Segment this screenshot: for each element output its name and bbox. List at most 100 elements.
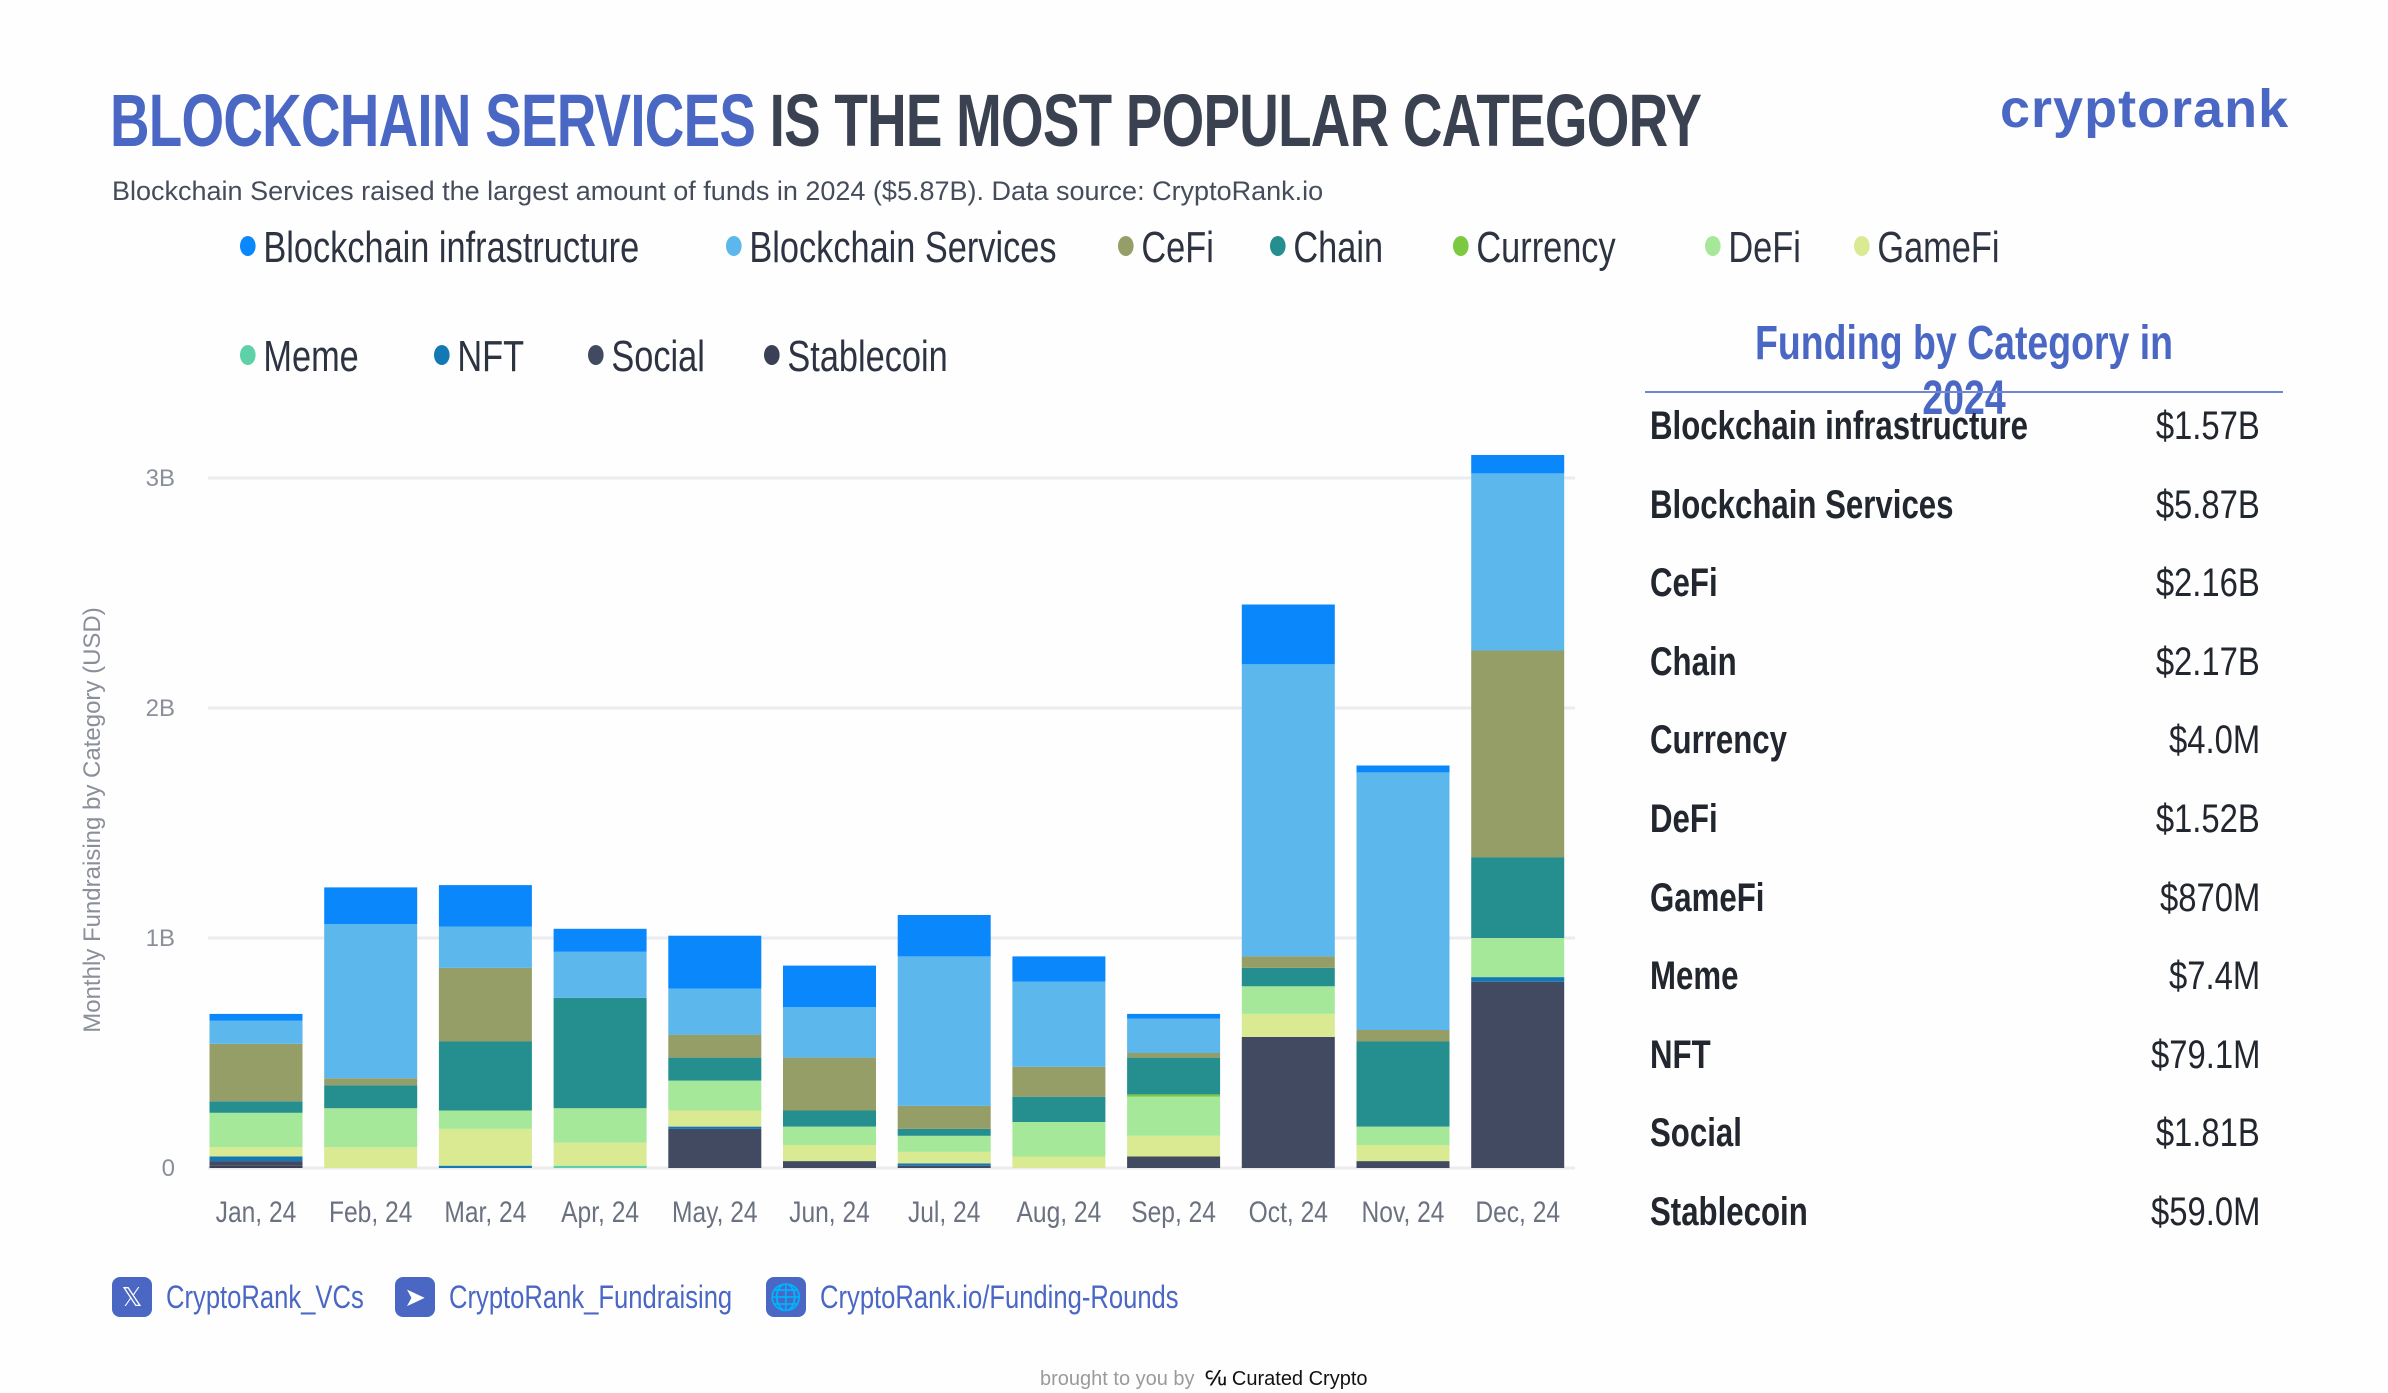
cryptorank-logo: cryptorank (2000, 79, 2290, 139)
x-tick-label: Oct, 24 (1249, 1195, 1328, 1229)
bar-segment-blockchain-infrastructure (438, 885, 532, 927)
legend-label: Meme (263, 332, 359, 381)
bar-segment-blockchain-infrastructure (1471, 455, 1565, 474)
legend-dot-icon (1270, 236, 1286, 257)
bar-segment-chain (1471, 857, 1565, 938)
table-row: Meme $7.4M (1650, 954, 2260, 1014)
page-title: BLOCKCHAIN SERVICES IS THE MOST POPULAR … (110, 78, 1702, 163)
legend-label: Blockchain infrastructure (263, 223, 640, 272)
bar-segment-blockchain-infrastructure (1356, 765, 1450, 773)
footer-link[interactable]: ➤ CryptoRank_Fundraising (395, 1276, 803, 1318)
bar-segment-blockchain-infrastructure (668, 935, 762, 989)
bar-segment-blockchain-infrastructure (1127, 1013, 1221, 1019)
legend-dot-icon (1705, 236, 1721, 257)
bar-segment-gamefi (438, 1128, 532, 1166)
bar-segment-stablecoin (209, 1165, 303, 1168)
legend-item[interactable]: DeFi (1705, 223, 1801, 273)
legend-label: CeFi (1141, 223, 1214, 272)
table-row: NFT $79.1M (1650, 1033, 2260, 1093)
x-tick-label: Sep, 24 (1131, 1195, 1216, 1229)
footer-link-label: CryptoRank.io/Funding-Rounds (820, 1278, 1179, 1315)
legend-item[interactable]: Meme (240, 332, 359, 382)
title-rest: IS THE MOST POPULAR CATEGORY (755, 79, 1702, 162)
legend-item[interactable]: Stablecoin (764, 332, 948, 382)
bar-segment-gamefi (1012, 1156, 1106, 1168)
bar-segment-blockchain-infrastructure (553, 928, 647, 952)
bar-segment-blockchain-services (324, 924, 418, 1079)
bar-segment-chain (783, 1110, 876, 1127)
bar-segment-meme (553, 1165, 647, 1168)
legend-dot-icon (726, 236, 742, 257)
table-row: DeFi $1.52B (1650, 797, 2260, 857)
bar-segment-blockchain-services (1127, 1018, 1221, 1053)
bar-segment-gamefi (783, 1145, 876, 1162)
telegram-icon: ➤ (395, 1277, 435, 1317)
category-label: Meme (1650, 954, 1739, 999)
bar-segment-defi (1127, 1096, 1221, 1136)
bar-segment-defi (897, 1135, 991, 1152)
footer-link[interactable]: 𝕏 CryptoRank_VCs (112, 1276, 413, 1318)
bar-segment-chain (1012, 1096, 1106, 1122)
bar-segment-cefi (324, 1078, 418, 1086)
bar-segment-chain (324, 1085, 418, 1109)
bar-segment-cefi (1012, 1066, 1106, 1097)
bar-segment-nft (1471, 977, 1565, 982)
category-label: GameFi (1650, 875, 1765, 920)
table-row: Currency $4.0M (1650, 718, 2260, 778)
category-value: $7.4M (2168, 954, 2260, 999)
legend-item[interactable]: NFT (434, 332, 524, 382)
category-label: Blockchain infrastructure (1650, 404, 2028, 448)
curated-crypto-brand: ℆ Curated Crypto (1205, 1368, 1368, 1390)
stacked-bar-chart: 0 1B 2B 3B Monthly Fundraising by Category (… (79, 455, 1575, 1229)
category-value: $870M (2159, 875, 2260, 920)
category-value: $2.17B (2156, 639, 2260, 684)
bar-segment-blockchain-infrastructure (209, 1013, 303, 1021)
bar-segment-blockchain-infrastructure (1012, 956, 1106, 982)
bar-segment-gamefi (897, 1151, 991, 1164)
bar-segment-social (783, 1161, 876, 1168)
bar-segment-defi (553, 1108, 647, 1143)
legend-dot-icon (1453, 236, 1469, 257)
legend-item[interactable]: Blockchain infrastructure (240, 223, 639, 273)
bar-segment-nft (438, 1165, 532, 1168)
legend-item[interactable]: CeFi (1118, 223, 1214, 273)
bar-segment-defi (209, 1112, 303, 1148)
bar-segment-chain (668, 1057, 762, 1081)
x-tick-label: Dec, 24 (1475, 1195, 1560, 1229)
bar-segment-social (1471, 981, 1565, 1168)
bar-segment-blockchain-services (668, 988, 762, 1035)
bar-segment-social (668, 1128, 762, 1168)
y-tick-label: 2B (146, 695, 175, 722)
category-label: Blockchain Services (1650, 482, 1954, 527)
bar-segment-blockchain-infrastructure (897, 915, 991, 957)
bar-segment-social (1127, 1156, 1221, 1168)
y-tick-label: 0 (162, 1155, 175, 1182)
bar-segment-blockchain-services (1471, 473, 1565, 651)
x-icon: 𝕏 (112, 1277, 152, 1317)
legend-item[interactable]: Chain (1270, 223, 1383, 273)
footer-link[interactable]: 🌐 CryptoRank.io/Funding-Rounds (766, 1276, 1268, 1318)
table-row: Blockchain Services $5.87B (1650, 483, 2260, 543)
y-tick-label: 1B (146, 925, 175, 952)
legend-label: DeFi (1728, 223, 1801, 272)
y-axis-title: Monthly Fundraising by Category (USD) (79, 607, 106, 1033)
category-label: Social (1650, 1111, 1742, 1156)
bar-segment-defi (438, 1110, 532, 1129)
category-value: $1.57B (2156, 404, 2260, 448)
x-tick-label: May, 24 (672, 1195, 758, 1229)
table-row: Blockchain infrastructure $1.57B (1650, 404, 2260, 464)
legend-item[interactable]: Blockchain Services (726, 223, 1057, 273)
x-tick-label: Jul, 24 (908, 1195, 980, 1229)
bar-segment-defi (1012, 1122, 1106, 1157)
legend-label: NFT (457, 332, 525, 381)
bar-segment-cefi (783, 1057, 876, 1111)
legend-item[interactable]: Currency (1453, 223, 1616, 273)
bar-segment-cefi (897, 1105, 991, 1129)
x-tick-label: Nov, 24 (1362, 1195, 1445, 1229)
legend-item[interactable]: GameFi (1854, 223, 1999, 273)
legend-dot-icon (434, 345, 450, 366)
legend-item[interactable]: Social (588, 332, 705, 382)
legend-label: Chain (1293, 223, 1384, 272)
bar-segment-blockchain-infrastructure (1241, 604, 1335, 665)
curated-crypto-logo-icon: ℆ (1205, 1368, 1227, 1390)
